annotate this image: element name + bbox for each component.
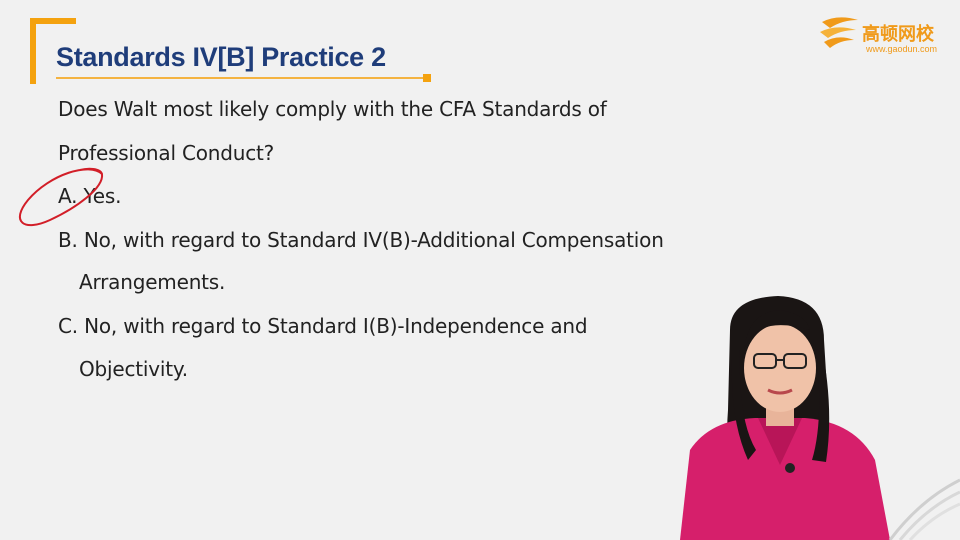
option-b-line-1: B. No, with regard to Standard IV(B)-Add… <box>58 228 664 252</box>
option-c-line-1: C. No, with regard to Standard I(B)-Inde… <box>58 314 588 338</box>
option-b-line-2: Arrangements. <box>79 270 226 294</box>
title-bracket-horizontal <box>30 18 76 24</box>
slide-title: Standards IV[B] Practice 2 <box>56 42 386 72</box>
title-bracket-vertical <box>30 18 36 84</box>
question-line-2: Professional Conduct? <box>58 141 275 165</box>
title-underline <box>56 77 426 79</box>
logo-url: www.gaodun.com <box>866 44 938 54</box>
gaodun-logo-mark-icon <box>820 17 858 48</box>
annotation-circle <box>18 167 104 227</box>
option-c-line-2: Objectivity. <box>79 357 188 381</box>
presenter-video <box>680 296 890 540</box>
logo-name: 高顿网校 <box>862 24 934 45</box>
question-line-1: Does Walt most likely comply with the CF… <box>58 97 607 121</box>
title-underline-dot <box>423 74 431 82</box>
decorative-swoosh <box>888 478 960 540</box>
gaodun-logo: 高顿网校 www.gaodun.com <box>818 12 948 56</box>
